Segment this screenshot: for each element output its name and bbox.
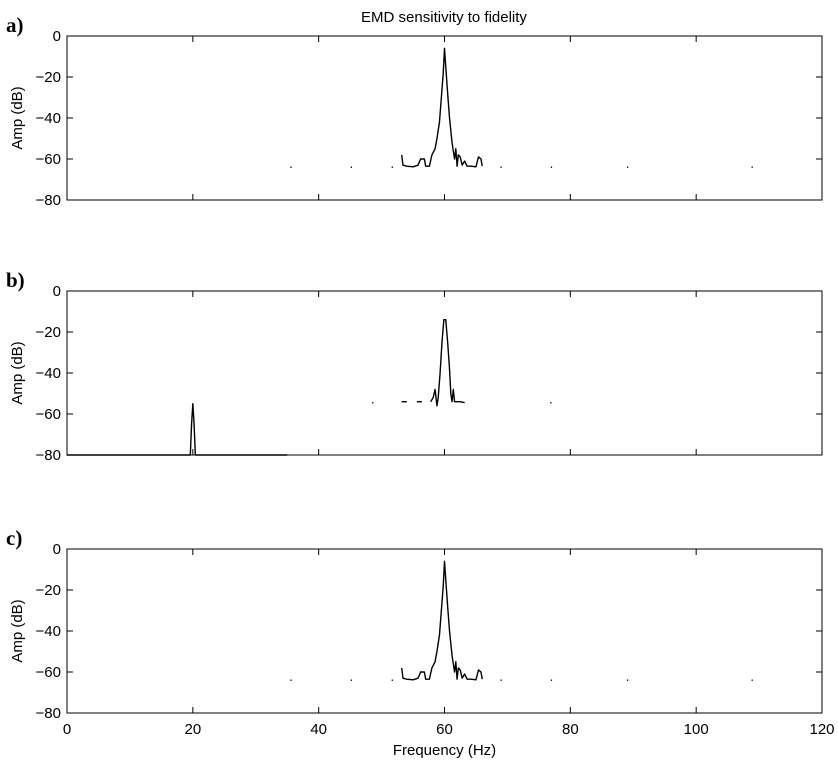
y-tick-label: 0 <box>53 28 61 45</box>
panel-2: b) 0 −20 −40 −60 −80 Amp (dB) <box>6 268 823 464</box>
y-tick-label: −20 <box>36 324 61 341</box>
y-tick-label: −60 <box>36 151 61 168</box>
plot-frame <box>66 290 823 456</box>
x-axis-label: Frequency (Hz) <box>393 742 496 759</box>
y-tick-label: 0 <box>53 541 61 558</box>
x-tick-label: 100 <box>684 721 709 738</box>
panel-label: c) <box>6 526 22 550</box>
y-axis-label: Amp (dB) <box>9 86 26 149</box>
series-line <box>67 403 288 456</box>
y-tick-label: −40 <box>36 623 61 640</box>
y-tick-label: −60 <box>36 664 61 681</box>
panel-label: a) <box>6 13 24 37</box>
x-tick-label: 20 <box>184 721 201 738</box>
x-tick-label: 60 <box>436 721 453 738</box>
series-line <box>401 560 483 681</box>
y-tick-label: −80 <box>36 447 61 464</box>
x-tick-label: 40 <box>310 721 327 738</box>
y-tick-label: −60 <box>36 406 61 423</box>
panels-container: a) 0 −20 −40 −60 −80 Amp (dB) b) 0 −20 −40 −60 −80 Am… <box>6 13 835 759</box>
y-tick-label: −40 <box>36 110 61 127</box>
panel-label: b) <box>6 268 25 292</box>
y-axis-label: Amp (dB) <box>9 599 26 662</box>
x-tick-label: 80 <box>562 721 579 738</box>
x-tick-label: 0 <box>63 721 71 738</box>
series-line <box>430 319 465 407</box>
series-line <box>401 47 483 168</box>
y-tick-label: −40 <box>36 365 61 382</box>
y-tick-label: −20 <box>36 69 61 86</box>
y-tick-label: 0 <box>53 283 61 300</box>
y-tick-label: −80 <box>36 192 61 209</box>
y-tick-label: −80 <box>36 705 61 722</box>
y-axis-label: Amp (dB) <box>9 341 26 404</box>
figure-title: EMD sensitivity to fidelity <box>361 9 527 26</box>
panel-1: a) 0 −20 −40 −60 −80 Amp (dB) <box>6 13 823 209</box>
x-tick-label: 120 <box>809 721 834 738</box>
y-tick-label: −20 <box>36 582 61 599</box>
